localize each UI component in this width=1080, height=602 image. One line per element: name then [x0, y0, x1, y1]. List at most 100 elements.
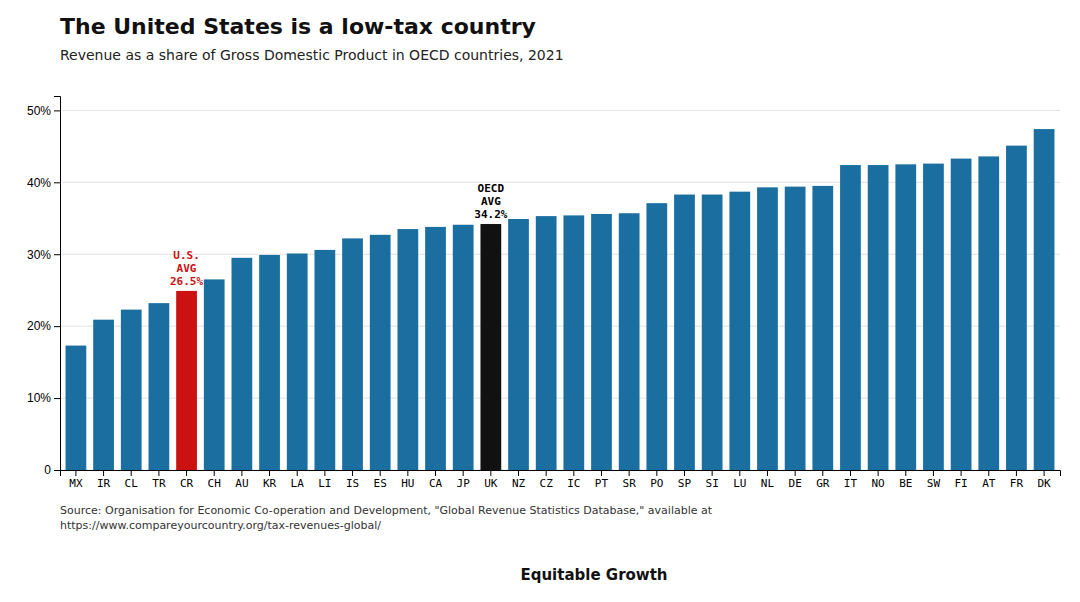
y-tick-mark [54, 470, 60, 471]
annotation: OECDAVG34.2% [474, 182, 507, 221]
x-tick-mark [352, 470, 353, 476]
x-tick-mark [767, 470, 768, 476]
source-line: Source: Organisation for Economic Co-ope… [60, 504, 713, 517]
x-tick: CR [180, 470, 194, 490]
x-tick: AU [235, 470, 248, 490]
x-tick-mark [905, 470, 906, 476]
x-tick-label: SR [623, 477, 637, 490]
x-tick: SW [927, 470, 941, 490]
x-tick-label: BE [899, 477, 912, 490]
bar [370, 235, 391, 470]
x-tick: DE [789, 470, 802, 490]
x-tick-mark [269, 470, 270, 476]
x-tick-mark [795, 470, 796, 476]
annotation-line: OECD [478, 182, 505, 195]
x-tick-mark [463, 470, 464, 476]
x-tick-mark [712, 470, 713, 476]
x-axis-line [61, 471, 1061, 477]
annotations: U.S.AVG26.5% OECDAVG34.2% [170, 182, 508, 288]
x-tick: CZ [540, 470, 554, 490]
bar [149, 303, 170, 470]
x-tick: SR [623, 470, 637, 490]
x-tick: IC [567, 470, 580, 490]
x-tick: UK [484, 470, 498, 490]
bars [66, 129, 1055, 470]
x-tick-label: SP [678, 477, 692, 490]
x-tick-label: IR [97, 477, 111, 490]
x-tick-mark [380, 470, 381, 476]
grid-line [60, 110, 1060, 111]
y-tick-mark [54, 254, 60, 255]
plot: 010%20%30%40%50%MXIRCLTRCRCHAUKRLALIISES… [27, 97, 1061, 490]
chart: The United States is a low-tax countryRe… [0, 0, 1080, 602]
annotation-line: 26.5% [170, 275, 203, 288]
bar [895, 164, 916, 470]
x-tick: PT [595, 470, 609, 490]
y-tick: 50% [27, 104, 60, 118]
bar [121, 310, 142, 470]
x-tick-label: MX [69, 477, 83, 490]
bar [342, 238, 363, 470]
y-tick: 20% [27, 319, 60, 333]
x-tick-mark [214, 470, 215, 476]
x-tick-mark [75, 470, 76, 476]
bar [840, 165, 861, 470]
source-line: https://www.compareyourcountry.org/tax-r… [60, 519, 381, 532]
bar [259, 255, 280, 470]
x-tick-mark [546, 470, 547, 476]
y-tick-label: 0 [44, 463, 51, 477]
x-tick: NO [871, 470, 884, 490]
x-tick-mark [601, 470, 602, 476]
x-tick-mark [490, 470, 491, 476]
x-tick-label: LI [318, 477, 331, 490]
x-tick: FI [954, 470, 967, 490]
x-tick-mark [241, 470, 242, 476]
bar [868, 165, 889, 470]
x-tick-label: NO [871, 477, 884, 490]
annotation-line: 34.2% [474, 208, 507, 221]
bar [1034, 129, 1055, 470]
bar [646, 203, 667, 470]
x-tick-mark [656, 470, 657, 476]
x-tick-mark [850, 470, 851, 476]
x-tick-mark [324, 470, 325, 476]
x-tick-mark [822, 470, 823, 476]
x-tick-label: IS [346, 477, 359, 490]
x-tick-label: SW [927, 477, 941, 490]
y-tick-label: 40% [27, 176, 51, 190]
y-tick-label: 30% [27, 248, 51, 262]
x-tick-mark [158, 470, 159, 476]
x-tick-label: JP [457, 477, 471, 490]
x-tick-label: AU [235, 477, 248, 490]
x-tick-mark [297, 470, 298, 476]
x-tick: IS [346, 470, 359, 490]
x-tick: LA [291, 470, 305, 490]
x-tick: MX [69, 470, 83, 490]
logo: Equitable Growth [520, 566, 667, 584]
y-tick-mark [54, 110, 60, 111]
bar [453, 225, 474, 470]
x-tick-label: KR [263, 477, 277, 490]
x-tick-mark [739, 470, 740, 476]
x-tick-mark [629, 470, 630, 476]
bar [232, 258, 253, 470]
x-tick-label: ES [374, 477, 387, 490]
bar [66, 346, 87, 470]
annotation: U.S.AVG26.5% [170, 249, 203, 288]
bar [619, 213, 640, 470]
bar [287, 254, 308, 470]
x-tick-label: NZ [512, 477, 526, 490]
y-tick: 0 [44, 463, 60, 477]
bar [563, 215, 584, 470]
bar [785, 187, 806, 470]
x-tick-mark [961, 470, 962, 476]
annotation-line: U.S. [173, 249, 200, 262]
x-tick-mark [103, 470, 104, 476]
x-tick: GR [816, 470, 830, 490]
bar [1006, 146, 1027, 470]
x-tick: NL [761, 470, 775, 490]
x-tick: LI [318, 470, 331, 490]
x-tick: NZ [512, 470, 526, 490]
x-tick-label: UK [484, 477, 498, 490]
y-tick-label: 20% [27, 319, 51, 333]
